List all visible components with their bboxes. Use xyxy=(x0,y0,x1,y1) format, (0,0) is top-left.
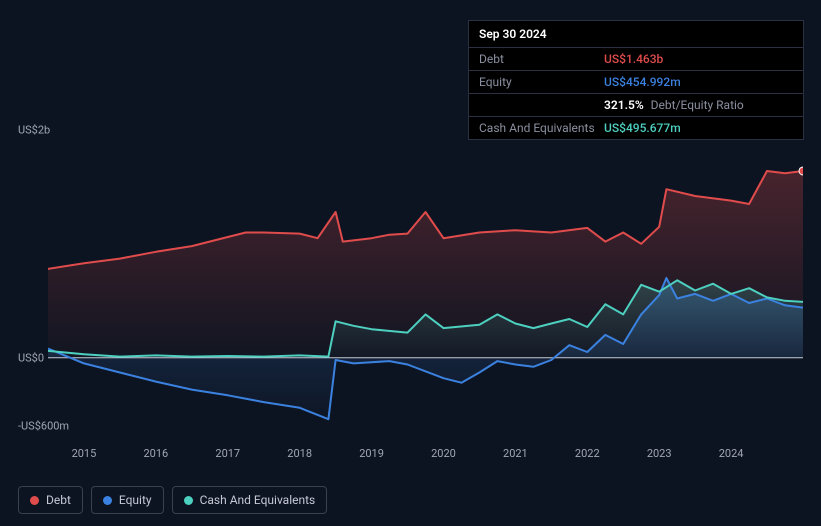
chart-plot xyxy=(48,130,803,426)
x-axis-label: 2018 xyxy=(287,447,312,460)
legend-item-equity[interactable]: Equity xyxy=(91,486,164,514)
tooltip-row-label xyxy=(479,98,604,112)
x-axis-label: 2019 xyxy=(359,447,384,460)
legend-dot-icon xyxy=(103,496,112,505)
legend-label: Equity xyxy=(119,493,152,507)
legend-dot-icon xyxy=(30,496,39,505)
y-axis-label: US$0 xyxy=(18,351,44,364)
x-axis-label: 2021 xyxy=(503,447,528,460)
legend: Debt Equity Cash And Equivalents xyxy=(18,486,327,514)
tooltip-row: 321.5% Debt/Equity Ratio xyxy=(469,94,803,117)
tooltip-row: EquityUS$454.992m xyxy=(469,71,803,94)
x-axis-label: 2024 xyxy=(719,447,744,460)
tooltip-row-label: Equity xyxy=(479,75,604,89)
tooltip-row-label: Debt xyxy=(479,52,604,66)
x-axis-label: 2017 xyxy=(215,447,240,460)
x-axis-label: 2022 xyxy=(575,447,600,460)
tooltip-row-value: US$1.463b xyxy=(604,52,663,66)
debt-end-marker xyxy=(799,167,803,175)
x-axis-label: 2020 xyxy=(431,447,456,460)
tooltip-ratio: 321.5% Debt/Equity Ratio xyxy=(604,98,744,112)
y-axis-label: US$2b xyxy=(18,124,50,137)
tooltip-row: DebtUS$1.463b xyxy=(469,48,803,71)
legend-item-cash-and-equivalents[interactable]: Cash And Equivalents xyxy=(172,486,328,514)
x-axis-label: 2015 xyxy=(72,447,97,460)
legend-label: Debt xyxy=(46,493,71,507)
chart-area: US$2bUS$0-US$600m 2015201620172018201920… xyxy=(18,120,803,440)
tooltip-date: Sep 30 2024 xyxy=(469,21,803,48)
legend-dot-icon xyxy=(184,496,193,505)
x-axis-label: 2016 xyxy=(143,447,168,460)
legend-label: Cash And Equivalents xyxy=(200,493,316,507)
legend-item-debt[interactable]: Debt xyxy=(18,486,83,514)
x-axis-label: 2023 xyxy=(647,447,672,460)
tooltip-row-value: US$454.992m xyxy=(604,75,681,89)
